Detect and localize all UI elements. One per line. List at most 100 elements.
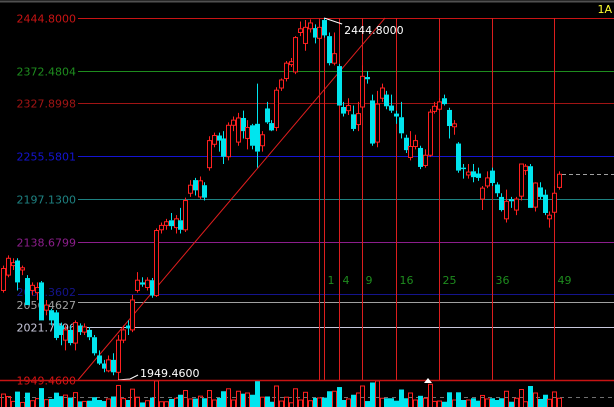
volume-bar <box>116 384 121 407</box>
candle <box>370 94 375 146</box>
candle <box>178 207 183 234</box>
cycle-label: 49 <box>558 274 572 287</box>
volume-bar <box>351 394 356 407</box>
volume-bar <box>217 397 222 407</box>
trend-line[interactable] <box>77 17 386 381</box>
candle <box>20 265 25 276</box>
candle-body <box>116 339 121 373</box>
candle <box>480 185 485 211</box>
volume-bar <box>375 380 380 407</box>
candle-body <box>217 135 222 141</box>
candle <box>78 323 83 336</box>
volume-bar <box>130 388 135 407</box>
volume-bar <box>154 380 159 407</box>
volume-bar <box>135 396 140 407</box>
candle-body <box>538 187 543 197</box>
candle-body <box>322 20 327 36</box>
candle-body <box>404 137 409 151</box>
candle-body <box>221 138 226 157</box>
volume-bar <box>164 401 169 407</box>
cycle-label: 1 <box>328 274 335 287</box>
candle-body <box>245 126 250 139</box>
candle <box>552 185 557 218</box>
candle <box>188 180 193 197</box>
volume-bar <box>59 396 64 407</box>
candles <box>1 18 614 380</box>
candle-body <box>351 114 356 129</box>
candle-body <box>102 363 107 369</box>
candle-body <box>466 171 471 176</box>
candle-body <box>533 182 538 208</box>
candle <box>351 105 356 132</box>
candle-body <box>145 279 150 289</box>
low-label: 1949.4600 <box>140 367 200 380</box>
candle-body <box>87 329 92 338</box>
candle <box>341 101 346 117</box>
candle-body <box>255 123 260 152</box>
volume-bar <box>241 393 246 407</box>
candle <box>54 310 59 341</box>
volume-bar <box>360 385 365 407</box>
divider-handle-icon <box>424 378 432 383</box>
candle <box>442 94 447 106</box>
candle-body <box>452 123 457 128</box>
candle <box>509 196 514 208</box>
volume-bar <box>150 397 155 407</box>
candle <box>504 189 509 223</box>
candle <box>523 164 528 175</box>
volume-bar <box>212 399 217 407</box>
volume-bar <box>183 390 188 407</box>
candle <box>308 19 313 33</box>
candle <box>408 131 413 161</box>
candle-body <box>202 185 207 198</box>
candle-body <box>59 325 64 336</box>
candle-body <box>289 61 294 66</box>
candle <box>63 325 68 351</box>
candle-body <box>432 105 437 112</box>
volume-bar <box>303 391 308 407</box>
candle <box>73 320 78 351</box>
volume-bar <box>452 399 457 407</box>
volume-bar <box>413 399 418 407</box>
candle-body <box>523 165 528 172</box>
candle <box>466 164 471 179</box>
candle-body <box>279 79 284 89</box>
volume-bar <box>509 401 514 407</box>
candle-body <box>552 192 557 213</box>
candle <box>461 164 466 179</box>
volume-bar <box>25 392 30 407</box>
volume-bar <box>394 400 399 407</box>
volume-bar <box>476 400 481 407</box>
volume-bar <box>188 398 193 407</box>
candle-body <box>174 218 179 229</box>
candle-body <box>399 117 404 134</box>
candle-body <box>106 359 111 372</box>
volume-bar <box>49 398 54 407</box>
candle <box>394 110 399 124</box>
candle <box>423 149 428 168</box>
candle <box>25 275 30 306</box>
candle-body <box>418 147 423 167</box>
volume-bar <box>432 400 437 407</box>
candle-body <box>265 108 270 123</box>
candle-body <box>423 154 428 166</box>
candle <box>265 101 270 124</box>
candle-body <box>413 140 418 147</box>
candle <box>533 182 538 212</box>
candle-body <box>111 359 116 373</box>
volume-bar <box>356 392 361 407</box>
volume-bar <box>30 400 35 407</box>
candle-body <box>159 224 164 231</box>
volume-bar <box>480 394 485 407</box>
candle-body <box>384 94 389 107</box>
volume-bar <box>442 401 447 407</box>
volume-bar <box>39 388 44 407</box>
candle-body <box>476 173 481 178</box>
candle <box>499 193 504 212</box>
candle <box>274 87 279 132</box>
level-label: 2138.6799 <box>17 237 77 250</box>
candle-body <box>437 101 442 110</box>
level-label: 2255.5801 <box>17 151 77 164</box>
candle-body <box>82 326 87 333</box>
